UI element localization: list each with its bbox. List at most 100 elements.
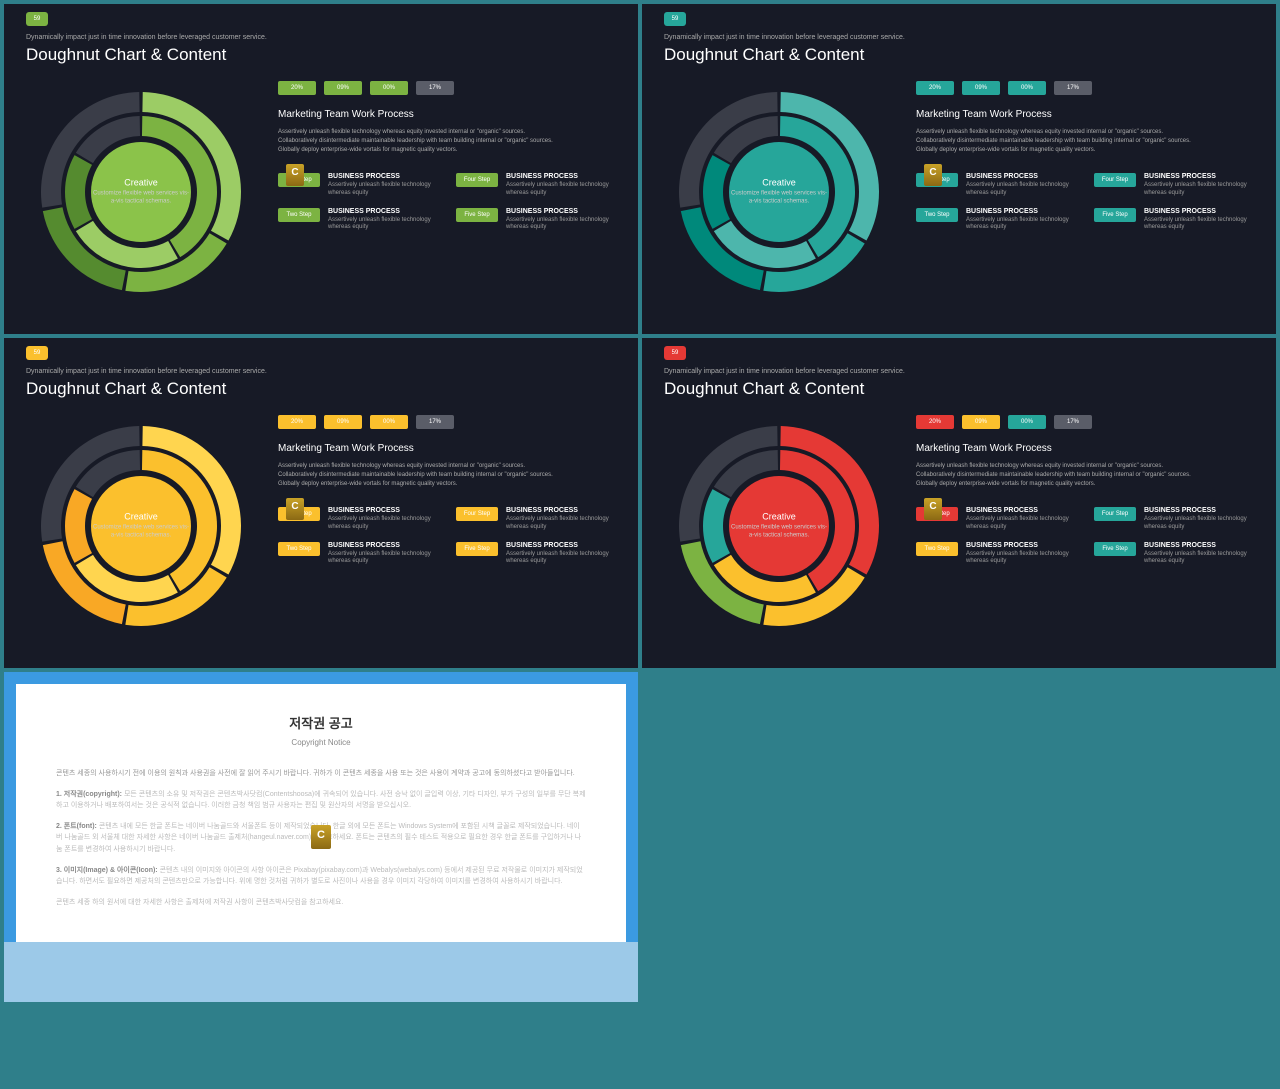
copyright-p4: 콘텐츠 세종 하의 원서에 대한 자세한 사항은 출제처에 저작권 사항이 콘텐… (56, 897, 586, 908)
step-title: BUSINESS PROCESS (328, 208, 438, 215)
step-body: Assertively unleash flexible technology … (966, 551, 1076, 567)
copyright-lead: 콘텐츠 세종의 사용하시기 전에 이용의 원칙과 사용권을 사전에 잘 읽어 주… (56, 768, 586, 779)
step-title: BUSINESS PROCESS (506, 173, 616, 180)
pct-badge: 17% (1054, 81, 1092, 95)
step-button[interactable]: Four Step (1094, 173, 1136, 187)
copyright-p1: 1. 저작권(copyright): 모든 콘텐츠의 소유 및 저작권은 콘텐츠… (56, 789, 586, 811)
slide-title: Doughnut Chart & Content (26, 379, 616, 399)
pct-badge: 00% (370, 415, 408, 429)
step-body: Assertively unleash flexible technology … (328, 551, 438, 567)
slide-1: 59 Dynamically impact just in time innov… (642, 4, 1276, 334)
step-body: Assertively unleash flexible technology … (966, 217, 1076, 233)
step-item: Four Step BUSINESS PROCESS Assertively u… (1094, 173, 1254, 198)
chart-center-sub: Customize flexible web services vis-a-vi… (91, 191, 191, 207)
copyright-slide: 저작권 공고 Copyright Notice 콘텐츠 세종의 사용하시기 전에… (4, 672, 638, 1002)
step-body: Assertively unleash flexible technology … (328, 182, 438, 198)
step-button[interactable]: Two Step (278, 208, 320, 222)
step-button[interactable]: Four Step (456, 507, 498, 521)
step-title: BUSINESS PROCESS (1144, 507, 1254, 514)
section-title: Marketing Team Work Process (916, 443, 1254, 454)
page-tag: 59 (664, 346, 686, 360)
slide-3: 59 Dynamically impact just in time innov… (642, 338, 1276, 668)
pct-badge: 17% (416, 415, 454, 429)
section-title: Marketing Team Work Process (278, 443, 616, 454)
step-title: BUSINESS PROCESS (328, 542, 438, 549)
pct-badge: 09% (324, 415, 362, 429)
step-title: BUSINESS PROCESS (966, 173, 1076, 180)
step-body: Assertively unleash flexible technology … (328, 516, 438, 532)
step-body: Assertively unleash flexible technology … (506, 551, 616, 567)
chart-center-sub: Customize flexible web services vis-a-vi… (91, 525, 191, 541)
step-button[interactable]: Five Step (1094, 542, 1136, 556)
step-button[interactable]: Two Step (916, 542, 958, 556)
page-tag: 59 (26, 12, 48, 26)
step-button[interactable]: Five Step (456, 542, 498, 556)
chart-center-sub: Customize flexible web services vis-a-vi… (729, 525, 829, 541)
pct-badge: 20% (278, 81, 316, 95)
pct-badge: 09% (962, 81, 1000, 95)
section-title: Marketing Team Work Process (278, 109, 616, 120)
step-body: Assertively unleash flexible technology … (966, 516, 1076, 532)
pct-badge: 20% (278, 415, 316, 429)
page-tag: 59 (664, 12, 686, 26)
step-item: Two Step BUSINESS PROCESS Assertively un… (278, 208, 438, 233)
chart-center-title: Creative (729, 512, 829, 522)
step-title: BUSINESS PROCESS (506, 542, 616, 549)
step-button[interactable]: Five Step (456, 208, 498, 222)
step-item: Four Step BUSINESS PROCESS Assertively u… (456, 173, 616, 198)
subtitle: Dynamically impact just in time innovati… (664, 368, 1254, 375)
step-button[interactable]: Two Step (916, 208, 958, 222)
percentage-row: 20%09%00%17% (916, 81, 1254, 95)
step-button[interactable]: Two Step (278, 542, 320, 556)
pct-badge: 00% (1008, 415, 1046, 429)
step-title: BUSINESS PROCESS (506, 507, 616, 514)
chart-center-title: Creative (91, 512, 191, 522)
section-paragraph: Assertively unleash flexible technology … (278, 128, 558, 155)
pct-badge: 17% (416, 81, 454, 95)
watermark-logo: C (924, 498, 942, 520)
percentage-row: 20%09%00%17% (916, 415, 1254, 429)
copyright-p3: 3. 이미지(Image) & 아이콘(Icon): 콘텐츠 내의 이미지와 아… (56, 865, 586, 887)
step-button[interactable]: Four Step (1094, 507, 1136, 521)
section-paragraph: Assertively unleash flexible technology … (916, 462, 1196, 489)
step-item: Four Step BUSINESS PROCESS Assertively u… (456, 507, 616, 532)
section-paragraph: Assertively unleash flexible technology … (278, 462, 558, 489)
watermark-logo: C (924, 164, 942, 186)
step-title: BUSINESS PROCESS (1144, 542, 1254, 549)
slide-2: 59 Dynamically impact just in time innov… (4, 338, 638, 668)
chart-center-title: Creative (91, 178, 191, 188)
watermark-logo: C (286, 164, 304, 186)
pct-badge: 20% (916, 81, 954, 95)
step-title: BUSINESS PROCESS (328, 173, 438, 180)
step-title: BUSINESS PROCESS (966, 507, 1076, 514)
step-button[interactable]: Four Step (456, 173, 498, 187)
section-paragraph: Assertively unleash flexible technology … (916, 128, 1196, 155)
step-button[interactable]: Five Step (1094, 208, 1136, 222)
percentage-row: 20% 09% 00% 17% (278, 415, 616, 429)
copyright-title-ko: 저작권 공고 (56, 714, 586, 735)
page-tag: 59 (26, 346, 48, 360)
step-body: Assertively unleash flexible technology … (1144, 551, 1254, 567)
pct-badge: 09% (324, 81, 362, 95)
pct-badge: 17% (1054, 415, 1092, 429)
slide-title: Doughnut Chart & Content (664, 379, 1254, 399)
step-item: Four Step BUSINESS PROCESS Assertively u… (1094, 507, 1254, 532)
step-item: Two Step BUSINESS PROCESS Assertively un… (916, 542, 1076, 567)
subtitle: Dynamically impact just in time innovati… (26, 34, 616, 41)
subtitle: Dynamically impact just in time innovati… (664, 34, 1254, 41)
step-item: Five Step BUSINESS PROCESS Assertively u… (1094, 542, 1254, 567)
step-title: BUSINESS PROCESS (1144, 208, 1254, 215)
doughnut-chart: Creative Customize flexible web services… (26, 77, 256, 307)
step-item: Five Step BUSINESS PROCESS Assertively u… (456, 542, 616, 567)
step-title: BUSINESS PROCESS (506, 208, 616, 215)
step-body: Assertively unleash flexible technology … (328, 217, 438, 233)
step-body: Assertively unleash flexible technology … (1144, 217, 1254, 233)
slide-title: Doughnut Chart & Content (664, 45, 1254, 65)
empty-cell (642, 672, 1276, 1002)
pct-badge: 00% (370, 81, 408, 95)
copyright-title-en: Copyright Notice (56, 737, 586, 750)
step-title: BUSINESS PROCESS (966, 208, 1076, 215)
doughnut-chart: Creative Customize flexible web services… (26, 411, 256, 641)
chart-center-sub: Customize flexible web services vis-a-vi… (729, 191, 829, 207)
subtitle: Dynamically impact just in time innovati… (26, 368, 616, 375)
